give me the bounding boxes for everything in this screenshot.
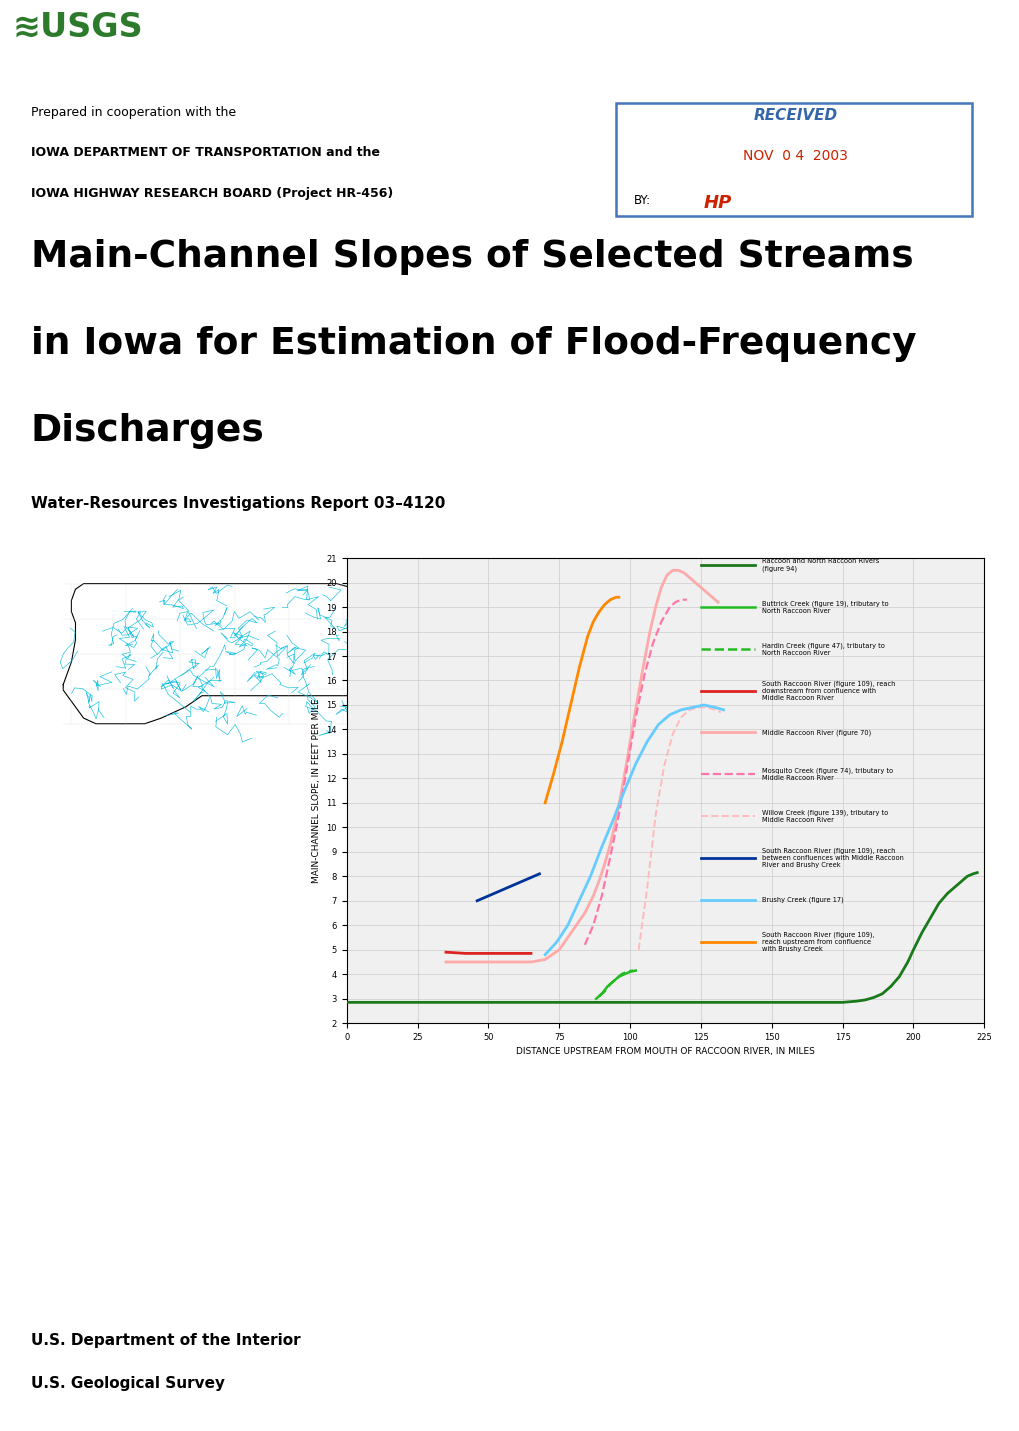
Text: U.S. Department of the Interior: U.S. Department of the Interior xyxy=(31,1332,300,1348)
FancyBboxPatch shape xyxy=(615,103,971,216)
Text: Buttrick Creek (figure 19), tributary to
North Raccoon River: Buttrick Creek (figure 19), tributary to… xyxy=(762,600,889,614)
Text: ≋USGS: ≋USGS xyxy=(12,11,143,44)
Text: U.S. Geological Survey: U.S. Geological Survey xyxy=(31,1377,224,1391)
Text: South Raccoon River (figure 109), reach
between confluences with Middle Raccoon
: South Raccoon River (figure 109), reach … xyxy=(762,847,904,869)
Text: BY:: BY: xyxy=(634,195,650,207)
Text: RECEIVED: RECEIVED xyxy=(753,109,837,123)
Y-axis label: MAIN-CHANNEL SLOPE, IN FEET PER MILE: MAIN-CHANNEL SLOPE, IN FEET PER MILE xyxy=(312,698,321,883)
Text: Middle Raccoon River (figure 70): Middle Raccoon River (figure 70) xyxy=(762,730,871,736)
Text: IOWA HIGHWAY RESEARCH BOARD (Project HR-456): IOWA HIGHWAY RESEARCH BOARD (Project HR-… xyxy=(31,186,392,199)
Text: science for a changing world: science for a changing world xyxy=(12,66,162,76)
Text: Water-Resources Investigations Report 03–4120: Water-Resources Investigations Report 03… xyxy=(31,497,444,511)
Text: Willow Creek (figure 139), tributary to
Middle Raccoon River: Willow Creek (figure 139), tributary to … xyxy=(762,810,888,823)
Text: South Raccoon River (figure 109),
reach upstream from confluence
with Brushy Cre: South Raccoon River (figure 109), reach … xyxy=(762,932,874,952)
FancyBboxPatch shape xyxy=(5,7,148,84)
Text: ≋ USGS: ≋ USGS xyxy=(5,4,135,33)
Text: IOWA DEPARTMENT OF TRANSPORTATION and the: IOWA DEPARTMENT OF TRANSPORTATION and th… xyxy=(31,146,379,159)
Text: Hardin Creek (figure 47), tributary to
North Raccoon River: Hardin Creek (figure 47), tributary to N… xyxy=(762,643,884,655)
Text: NOV  0 4  2003: NOV 0 4 2003 xyxy=(743,149,847,163)
Text: Prepared in cooperation with the: Prepared in cooperation with the xyxy=(31,106,235,119)
Text: Mosquito Creek (figure 74), tributary to
Middle Raccoon River: Mosquito Creek (figure 74), tributary to… xyxy=(762,767,893,781)
FancyBboxPatch shape xyxy=(4,4,162,87)
Text: Discharges: Discharges xyxy=(31,412,264,449)
Text: Main-Channel Slopes of Selected Streams: Main-Channel Slopes of Selected Streams xyxy=(31,239,912,275)
Text: Brushy Creek (figure 17): Brushy Creek (figure 17) xyxy=(762,897,844,903)
Text: HP: HP xyxy=(703,195,732,212)
Text: in Iowa for Estimation of Flood-Frequency: in Iowa for Estimation of Flood-Frequenc… xyxy=(31,326,915,362)
Text: South Raccoon River (figure 109), reach
downstream from confluence with
Middle R: South Raccoon River (figure 109), reach … xyxy=(762,680,895,701)
Text: Raccoon and North Raccoon Rivers
(figure 94): Raccoon and North Raccoon Rivers (figure… xyxy=(762,558,878,572)
X-axis label: DISTANCE UPSTREAM FROM MOUTH OF RACCOON RIVER, IN MILES: DISTANCE UPSTREAM FROM MOUTH OF RACCOON … xyxy=(516,1047,814,1056)
